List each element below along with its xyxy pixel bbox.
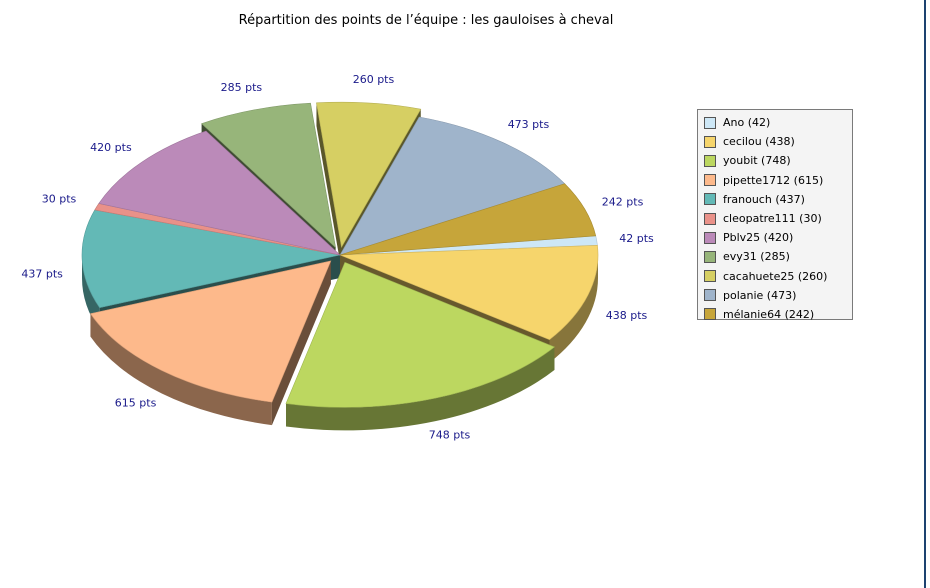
legend-swatch (704, 116, 716, 129)
slice-label-pipette1712: 615 pts (115, 396, 157, 409)
slice-wall-cacahuete25 (316, 102, 342, 271)
slice-pipette1712 (89, 260, 332, 403)
legend-label: polanie (473) (723, 288, 797, 302)
legend-item-evy31: evy31 (285) (704, 247, 852, 266)
slice-label-cacahuete25: 260 pts (353, 73, 395, 86)
legend-label: cleopatre111 (30) (723, 212, 822, 226)
chart-legend: Ano (42) cecilou (438) youbit (748) pipette… (697, 109, 853, 321)
legend-swatch (704, 174, 716, 187)
slice-label-ano: 42 pts (619, 232, 654, 245)
legend-label: youbit (748) (723, 154, 791, 168)
legend-item-polanie: polanie (473) (704, 286, 852, 305)
slice-rim-pipette1712 (90, 313, 272, 426)
slice-m-lanie64 (339, 183, 597, 256)
legend-swatch (704, 231, 716, 244)
slice-rim-cecilou (549, 255, 598, 363)
slice-label-pblv25: 420 pts (90, 141, 132, 154)
slice-franouch (81, 209, 341, 309)
slice-label-cleopatre111: 30 pts (42, 193, 77, 206)
chart-title: Répartition des points de l’équipe : les… (238, 13, 614, 28)
legend-label: Pblv25 (420) (723, 231, 794, 245)
pie-tops (81, 101, 599, 408)
slice-rim-youbit (286, 346, 555, 431)
pie-chart: 42 pts 438 pts 748 pts 615 pts 437 pts 30 pts… (21, 73, 654, 441)
window-edge (924, 0, 926, 588)
legend-label: evy31 (285) (723, 250, 790, 264)
slice-polanie (339, 116, 566, 256)
legend-swatch (704, 154, 716, 167)
slice-label-evy31: 285 pts (221, 81, 263, 94)
legend-item-m-lanie64: mélanie64 (242) (704, 305, 852, 324)
legend-item-franouch: franouch (437) (704, 190, 852, 209)
legend-swatch (704, 135, 716, 148)
legend-item-pipette1712: pipette1712 (615) (704, 171, 852, 190)
slice-label-m-lanie64: 242 pts (602, 195, 644, 208)
legend-label: cecilou (438) (723, 135, 795, 149)
legend-swatch (704, 250, 716, 263)
legend-item-cleopatre111: cleopatre111 (30) (704, 209, 852, 228)
legend-item-youbit: youbit (748) (704, 151, 852, 170)
slice-label-franouch: 437 pts (21, 268, 63, 281)
legend-label: cacahuete25 (260) (723, 269, 828, 283)
slice-evy31 (201, 102, 337, 249)
legend-swatch (704, 289, 716, 302)
legend-swatch (704, 270, 716, 283)
slice-label-polanie: 473 pts (508, 118, 550, 131)
slice-pblv25 (98, 130, 342, 256)
slice-youbit (285, 261, 556, 408)
legend-item-cecilou: cecilou (438) (704, 132, 852, 151)
legend-swatch (704, 212, 716, 225)
slice-labels: 42 pts 438 pts 748 pts 615 pts 437 pts 30 pts… (21, 73, 654, 441)
legend-label: Ano (42) (723, 116, 771, 130)
legend-label: pipette1712 (615) (723, 173, 824, 187)
slice-cacahuete25 (316, 101, 422, 249)
legend-item-pblv25: Pblv25 (420) (704, 228, 852, 247)
legend-label: mélanie64 (242) (723, 307, 815, 321)
legend-item-ano: Ano (42) (704, 113, 852, 132)
legend-item-cacahuete25: cacahuete25 (260) (704, 267, 852, 286)
legend-label: franouch (437) (723, 192, 805, 206)
slice-label-youbit: 748 pts (429, 428, 471, 441)
slice-wall-pipette1712 (271, 260, 331, 426)
slice-label-cecilou: 438 pts (606, 309, 648, 322)
slice-cecilou (339, 245, 599, 340)
legend-swatch (704, 308, 716, 321)
legend-swatch (704, 193, 716, 206)
